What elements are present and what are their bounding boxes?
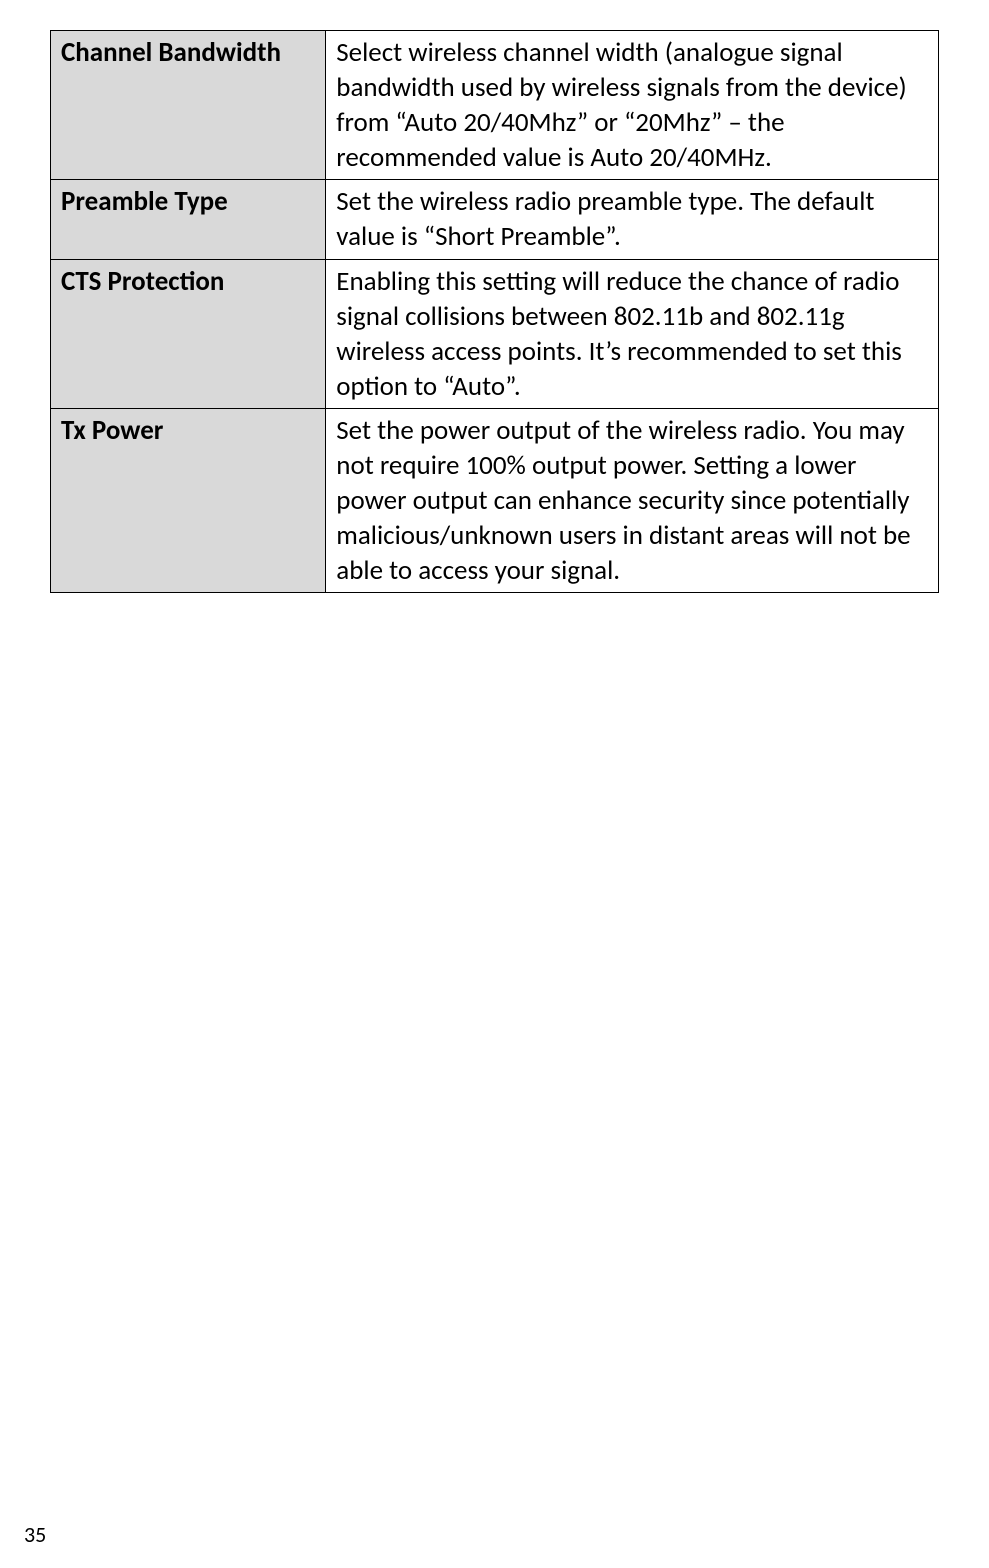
- setting-label: Preamble Type: [51, 180, 326, 259]
- setting-description: Select wireless channel width (analogue …: [326, 31, 939, 180]
- setting-label: Tx Power: [51, 408, 326, 592]
- setting-label: Channel Bandwidth: [51, 31, 326, 180]
- setting-description: Enabling this setting will reduce the ch…: [326, 259, 939, 408]
- setting-description: Set the power output of the wireless rad…: [326, 408, 939, 592]
- page-number: 35: [24, 1521, 46, 1548]
- table-row: Tx Power Set the power output of the wir…: [51, 408, 939, 592]
- table-row: CTS Protection Enabling this setting wil…: [51, 259, 939, 408]
- table-row: Preamble Type Set the wireless radio pre…: [51, 180, 939, 259]
- setting-label: CTS Protection: [51, 259, 326, 408]
- table-row: Channel Bandwidth Select wireless channe…: [51, 31, 939, 180]
- settings-table: Channel Bandwidth Select wireless channe…: [50, 30, 939, 593]
- setting-description: Set the wireless radio preamble type. Th…: [326, 180, 939, 259]
